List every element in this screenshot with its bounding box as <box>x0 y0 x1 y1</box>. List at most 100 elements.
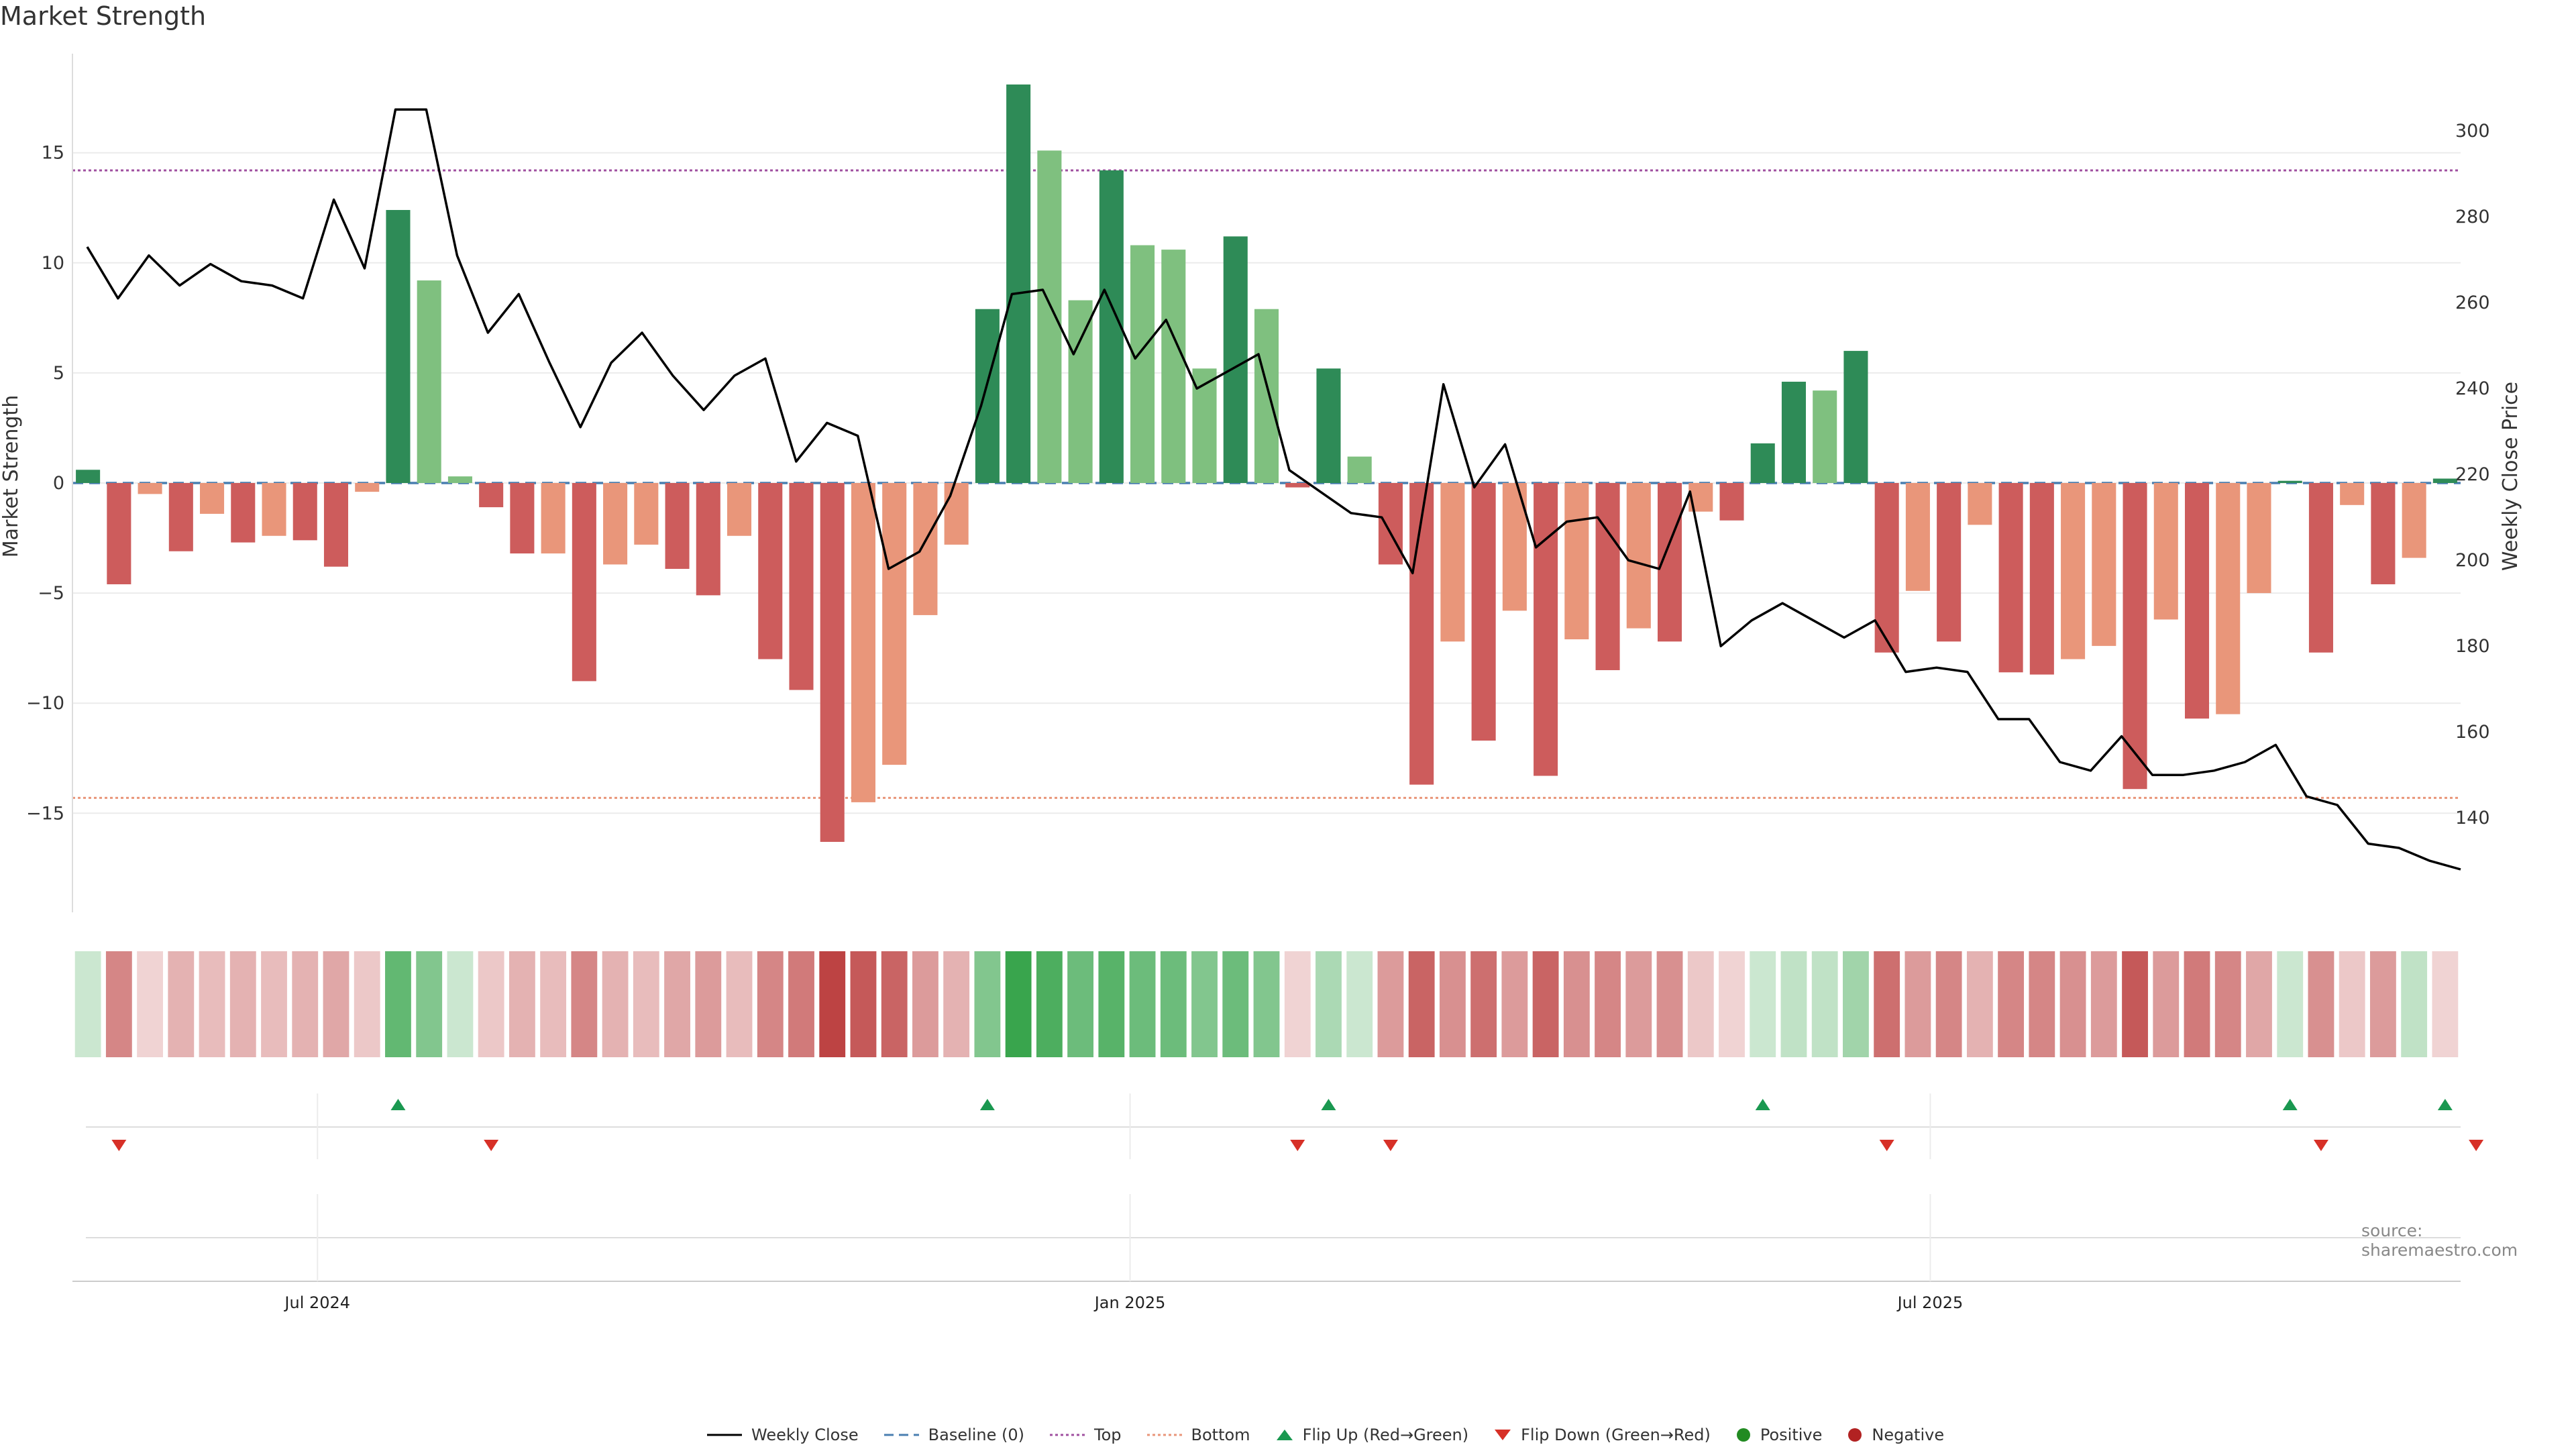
y-tick-label: −5 <box>38 583 64 604</box>
strength-bar <box>1750 443 1775 483</box>
strength-bar <box>447 476 472 483</box>
strength-bars <box>76 84 2457 842</box>
flip-down-marker <box>1290 1140 1305 1151</box>
regime-strip-cell <box>1408 951 1435 1057</box>
strength-bar <box>1099 170 1124 483</box>
strength-bar <box>1813 390 1837 483</box>
legend-weekly-close-label: Weekly Close <box>751 1426 859 1444</box>
regime-strip-cell <box>1439 951 1466 1057</box>
regime-strip-cell <box>2432 951 2459 1057</box>
strength-bar <box>355 483 380 492</box>
regime-strip-cell <box>137 951 164 1057</box>
strength-bar <box>510 483 535 554</box>
regime-strip-cell <box>2122 951 2148 1057</box>
strength-bar <box>572 483 596 682</box>
legend: Weekly Close Baseline (0) Top Bottom Fli… <box>706 1426 1968 1444</box>
y2-tick-label: 260 <box>2455 292 2490 313</box>
regime-strip-cell <box>1750 951 1776 1057</box>
regime-strip-cell <box>1595 951 1621 1057</box>
regime-strip-cell <box>633 951 659 1057</box>
strength-bar <box>200 483 225 514</box>
strength-bar <box>1316 368 1341 483</box>
regime-strip-cell <box>974 951 1001 1057</box>
strength-bar <box>2184 483 2210 719</box>
strength-bar <box>1471 483 1496 741</box>
regime-strip-cell <box>199 951 225 1057</box>
strength-bar <box>944 483 969 545</box>
strength-bar <box>1564 483 1589 640</box>
regime-strip-cell <box>2059 951 2086 1057</box>
regime-strip-cell <box>323 951 350 1057</box>
y2-tick-label: 280 <box>2455 207 2490 227</box>
legend-negative: Negative <box>1846 1426 1944 1444</box>
strength-bar <box>2092 483 2116 646</box>
regime-strip-cell <box>881 951 908 1057</box>
flip-down-marker <box>1879 1140 1894 1151</box>
regime-strip-cell <box>1377 951 1404 1057</box>
flip-markers <box>86 1093 2484 1159</box>
regime-strip-cell <box>2153 951 2180 1057</box>
strength-bar <box>231 483 256 543</box>
regime-strip-cell <box>757 951 784 1057</box>
strength-bar <box>1347 456 1372 483</box>
regime-strip-cell <box>105 951 132 1057</box>
strength-bar <box>2371 483 2396 584</box>
strength-bar <box>1161 250 1186 483</box>
regime-strip-cell <box>1998 951 2025 1057</box>
regime-strip-cell <box>168 951 195 1057</box>
strength-bar <box>1968 483 1992 525</box>
regime-strip-cell <box>1843 951 1869 1057</box>
strength-bar <box>262 483 286 536</box>
strength-bar <box>1223 236 1248 483</box>
flip-down-marker <box>484 1140 499 1151</box>
strength-bar <box>603 483 628 565</box>
regime-strip-cell <box>1284 951 1311 1057</box>
y-tick-label: −15 <box>26 803 64 824</box>
legend-flip-down: Flip Down (Green→Red) <box>1493 1426 1711 1444</box>
strength-bar <box>541 483 566 554</box>
regime-strip-cell <box>819 951 846 1057</box>
strength-bar <box>2061 483 2086 659</box>
legend-flip-down-label: Flip Down (Green→Red) <box>1521 1426 1711 1444</box>
regime-strip-cell <box>385 951 411 1057</box>
strength-bar <box>2216 483 2241 714</box>
strength-bar <box>1378 483 1403 565</box>
legend-baseline-label: Baseline (0) <box>928 1426 1025 1444</box>
regime-strip-cell <box>508 951 535 1057</box>
strength-bar <box>2277 480 2302 483</box>
x-tick-label: Jul 2024 <box>283 1293 350 1312</box>
flip-up-marker <box>2282 1099 2298 1110</box>
regime-strip-cell <box>850 951 877 1057</box>
regime-strip-cell <box>2184 951 2210 1057</box>
regime-strip-cell <box>261 951 287 1057</box>
regime-strip-cell <box>1160 951 1187 1057</box>
strength-bar <box>292 483 317 541</box>
strength-bar <box>820 483 845 842</box>
regime-strip-cell <box>2090 951 2117 1057</box>
strength-bar <box>1781 382 1807 483</box>
regime-strip-cell <box>726 951 753 1057</box>
legend-flip-up: Flip Up (Red→Green) <box>1275 1426 1468 1444</box>
axis-layer: −15 −10 −5 0 5 10 15 140 160 180 200 220 240 260 280 30… <box>0 54 2522 912</box>
y2-tick-label: 200 <box>2455 550 2490 571</box>
strength-bar <box>323 483 349 567</box>
regime-strip-cell <box>2214 951 2241 1057</box>
regime-strip-cell <box>571 951 598 1057</box>
legend-baseline: Baseline (0) <box>883 1426 1024 1444</box>
regime-strip-cell <box>2277 951 2304 1057</box>
regime-strip-cell <box>1966 951 1993 1057</box>
strength-bar <box>386 210 411 483</box>
strength-bar <box>107 483 131 584</box>
strength-bar <box>2153 483 2178 620</box>
regime-strip-cell <box>292 951 319 1057</box>
strength-bar <box>2029 483 2054 675</box>
regime-strip <box>74 951 2459 1057</box>
strength-bar <box>696 483 720 596</box>
strength-bar <box>479 483 504 508</box>
regime-strip-cell <box>1501 951 1528 1057</box>
flip-up-marker <box>390 1099 406 1110</box>
regime-strip-cell <box>1005 951 1032 1057</box>
regime-strip-cell <box>2029 951 2055 1057</box>
y2-tick-label: 240 <box>2455 378 2490 399</box>
